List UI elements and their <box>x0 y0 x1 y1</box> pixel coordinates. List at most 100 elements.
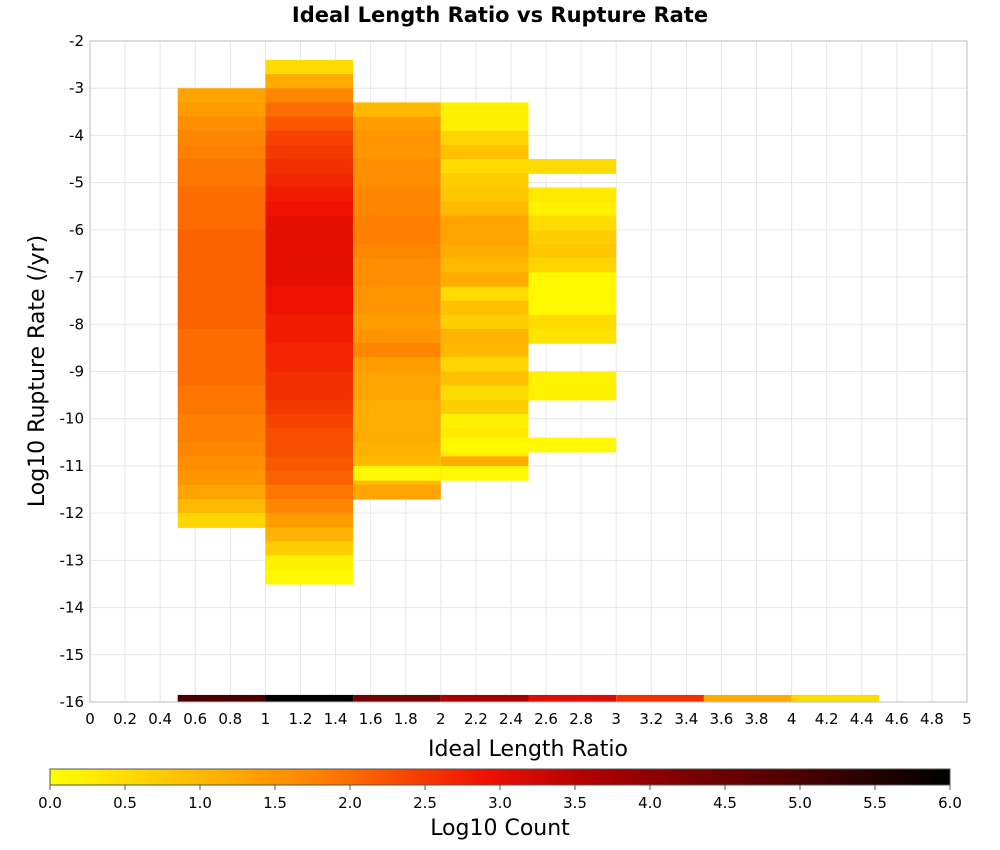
heatmap-cell <box>265 498 354 514</box>
y-tick-label: -7 <box>69 268 84 286</box>
heatmap-cell <box>265 272 354 288</box>
heatmap-cell <box>440 229 529 245</box>
heatmap-cell <box>265 88 354 103</box>
heatmap-cell <box>353 130 441 146</box>
heatmap-cell <box>177 357 266 373</box>
colorbar-tick-label: 3.0 <box>488 794 512 812</box>
heatmap-cell <box>177 144 266 160</box>
heatmap-cell <box>265 357 354 373</box>
heatmap-cell <box>177 272 266 288</box>
y-tick-label: -16 <box>60 693 85 711</box>
heatmap-cell <box>353 314 441 330</box>
heatmap-cell <box>528 286 617 302</box>
heatmap-cell <box>177 300 266 316</box>
heatmap-cell <box>528 215 617 231</box>
y-tick-label: -11 <box>60 457 85 475</box>
plot-frame <box>89 40 968 703</box>
heatmap-cell <box>177 229 266 245</box>
heatmap-cell-bottom <box>440 694 529 702</box>
heatmap-cell <box>177 258 266 273</box>
y-tick-label: -3 <box>69 79 84 97</box>
heatmap-cell <box>177 513 266 528</box>
y-tick-label: -12 <box>60 504 85 522</box>
heatmap-cell <box>440 159 529 174</box>
heatmap-cell <box>440 343 529 358</box>
heatmap-cell <box>265 541 354 557</box>
x-tick-label: 1 <box>261 710 271 728</box>
heatmap-cell <box>440 399 529 415</box>
heatmap-cell <box>528 244 617 259</box>
heatmap-cell <box>177 428 266 443</box>
heatmap-cell <box>177 102 266 118</box>
heatmap-cell <box>265 385 354 401</box>
heatmap-cell <box>353 399 441 415</box>
heatmap-cell <box>177 244 266 259</box>
heatmap-cell <box>265 456 354 472</box>
x-tick-label: 5 <box>962 710 972 728</box>
heatmap-cell <box>265 116 354 132</box>
heatmap-cell <box>177 498 266 514</box>
heatmap-cell <box>265 527 354 543</box>
heatmap-cell <box>353 244 441 259</box>
heatmap-cell <box>265 442 354 458</box>
x-tick-label: 1.8 <box>394 710 418 728</box>
x-tick-label: 4.6 <box>885 710 909 728</box>
heatmap-cell <box>440 173 529 188</box>
heatmap-cell <box>353 229 441 245</box>
heatmap-cell <box>353 159 441 174</box>
heatmap-cell <box>177 88 266 103</box>
colorbar-tick-label: 4.5 <box>713 794 737 812</box>
y-axis-title: Log10 Rupture Rate (/yr) <box>25 235 50 507</box>
x-tick-label: 4.8 <box>920 710 944 728</box>
heatmap-cell <box>177 187 266 203</box>
y-tick-label: -10 <box>60 410 85 428</box>
heatmap-cell <box>353 385 441 401</box>
heatmap-cell <box>353 102 441 118</box>
heatmap-cell-bottom <box>616 694 704 702</box>
heatmap-cell <box>353 187 441 203</box>
heatmap-cell <box>177 484 266 500</box>
y-tick-label: -2 <box>69 32 84 50</box>
heatmap-cell <box>265 173 354 188</box>
x-tick-label: 0.6 <box>183 710 207 728</box>
heatmap-cell <box>177 329 266 344</box>
heatmap-cell <box>177 371 266 387</box>
x-tick-label: 1.6 <box>359 710 383 728</box>
heatmap-cell <box>177 173 266 188</box>
heatmap-cell <box>177 456 266 472</box>
heatmap-cell-bottom <box>353 694 441 702</box>
heatmap-cell <box>265 371 354 387</box>
y-tick-label: -13 <box>60 551 85 569</box>
heatmap-cell <box>177 130 266 146</box>
heatmap-cell <box>265 244 354 259</box>
heatmap-cell <box>528 159 617 174</box>
heatmap-cell <box>440 465 529 481</box>
heatmap-cell <box>440 371 529 387</box>
heatmap-cell <box>177 385 266 401</box>
x-tick-label: 4.4 <box>850 710 874 728</box>
y-tick-label: -9 <box>69 363 84 381</box>
x-tick-label: 3.6 <box>710 710 734 728</box>
heatmap-cell <box>353 300 441 316</box>
heatmap-cell <box>265 187 354 203</box>
colorbar-tick-label: 0.5 <box>113 794 137 812</box>
x-tick-label: 4 <box>787 710 797 728</box>
heatmap-cell <box>265 130 354 146</box>
heatmap-cell-bottom <box>791 694 880 702</box>
heatmap-cell <box>353 442 441 458</box>
x-tick-label: 2.2 <box>464 710 488 728</box>
heatmap-cells <box>177 59 880 702</box>
heatmap-cell <box>440 357 529 373</box>
heatmap-cell <box>440 385 529 401</box>
heatmap-cell <box>440 437 529 453</box>
y-tick-label: -4 <box>69 126 84 144</box>
heatmap-cell <box>440 314 529 330</box>
x-tick-label: 2 <box>436 710 446 728</box>
heatmap-cell-bottom <box>177 694 266 702</box>
x-tick-label: 2.4 <box>499 710 523 728</box>
heatmap-cell <box>528 201 617 217</box>
heatmap-cell <box>265 59 354 75</box>
heatmap-cell <box>440 413 529 429</box>
y-tick-label: -8 <box>69 315 84 333</box>
heatmap-cell <box>353 272 441 288</box>
